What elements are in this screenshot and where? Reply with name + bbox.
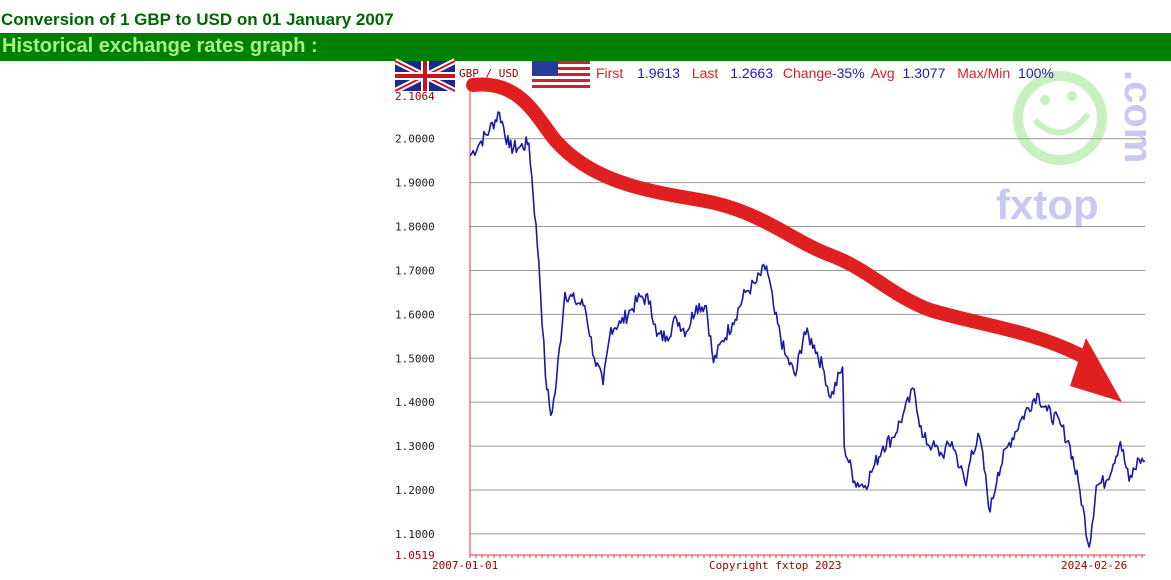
y-tick-label: 1.1000 [395,528,435,541]
x-axis-ticks [469,555,1143,558]
logo-smiley-eye-right [1067,91,1077,101]
fxtop-logo: .com fxtop [996,70,1160,228]
downtrend-arrow-head [1070,338,1122,402]
watermark-com: .com [1116,70,1160,163]
section-header-bar: Historical exchange rates graph : [0,33,1171,61]
maxmin-value: 100% [1018,65,1054,81]
copyright-label: Copyright fxtop 2023 [709,559,841,572]
maxmin-label: Max/Min [957,65,1010,81]
first-label: First [596,65,623,81]
logo-smiley-mouth [1032,112,1091,136]
us-flag-icon [532,61,590,91]
logo-smiley-face [1013,71,1107,165]
last-value: 1.2663 [730,65,773,81]
stats-line: First 1.9613 Last 1.2663 Change-35% Avg … [596,65,1054,81]
x-end-label: 2024-02-26 [1061,559,1127,572]
y-tick-label: 1.3000 [395,440,435,453]
gbp-usd-series-line [469,111,1146,548]
y-tick-label: 1.4000 [395,396,435,409]
y-tick-label: 2.0000 [395,133,435,146]
y-max-label: 2.1064 [395,90,435,103]
y-tick-label: 1.7000 [395,264,435,277]
y-tick-label: 1.2000 [395,484,435,497]
page-title: Conversion of 1 GBP to USD on 01 January… [1,10,394,29]
section-title: Historical exchange rates graph : [2,35,318,57]
y-axis-labels: 2.0000 1.9000 1.8000 1.7000 1.6000 1.5000 1.40… [395,133,435,541]
y-tick-label: 1.9000 [395,177,435,190]
x-start-label: 2007-01-01 [432,559,498,572]
last-label: Last [692,65,719,81]
avg-label: Avg [871,65,895,81]
y-tick-label: 1.6000 [395,308,435,321]
first-value: 1.9613 [637,65,680,81]
currency-pair-label: GBP / USD [459,67,519,80]
change-label: Change [783,65,832,81]
y-tick-label: 1.5000 [395,352,435,365]
y-tick-label: 1.8000 [395,221,435,234]
avg-value: 1.3077 [903,65,946,81]
downtrend-arrow [466,77,1087,362]
change-value: -35% [832,65,865,81]
logo-smiley-eye-left [1040,95,1050,105]
y-min-label: 1.0519 [395,549,435,562]
watermark-text: fxtop [996,181,1099,228]
uk-flag-icon [393,58,457,94]
